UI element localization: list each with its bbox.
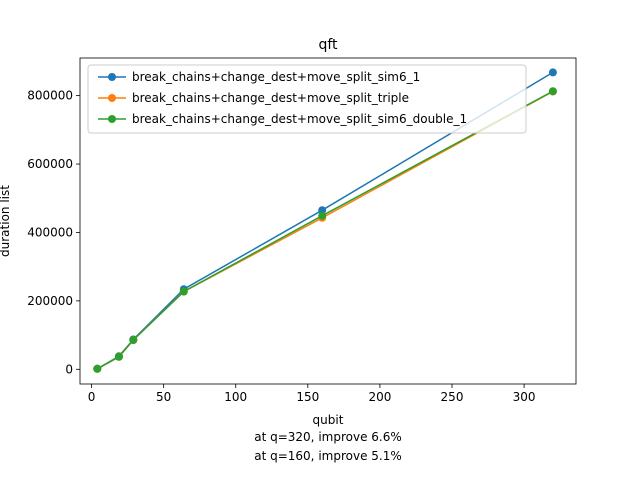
x-axis-label: qubit [313,413,344,427]
annotation-q160: at q=160, improve 5.1% [254,449,402,463]
axes: 0 50 100 150 200 250 300 0 200000 400000 600000 800… [27,57,577,404]
legend-label: break_chains+change_dest+move_split_sim6… [132,112,467,126]
legend: break_chains+change_dest+move_split_sim6… [87,64,527,134]
legend-marker [108,115,116,123]
annotation-q320: at q=320, improve 6.6% [254,430,402,444]
plot-area [93,68,557,373]
x-tick-label: 100 [224,390,247,404]
x-tick-label: 0 [88,390,96,404]
y-tick-label: 400000 [27,225,73,239]
chart-title: qft [318,37,338,53]
legend-label: break_chains+change_dest+move_split_trip… [132,91,409,105]
y-tick-label: 0 [65,362,73,376]
y-tick-label: 200000 [27,294,73,308]
x-tick-label: 50 [156,390,171,404]
data-point-series-1 [318,206,327,215]
data-point-series-3 [114,352,123,361]
data-point-series-3 [318,211,327,220]
x-tick-label: 200 [368,390,391,404]
data-point-series-3 [129,336,138,344]
axes-frame [79,57,577,385]
data-point-series-3 [179,287,188,296]
legend-marker [108,94,116,102]
data-point-series-3 [93,364,102,373]
x-tick-label: 300 [513,390,536,404]
series-line-3 [96,90,554,370]
legend-marker [108,73,116,81]
y-tick-label: 600000 [27,157,73,171]
data-point-series-3 [548,87,557,96]
x-tick-label: 250 [441,390,464,404]
y-tick-label: 800000 [27,89,73,103]
legend-label: break_chains+change_dest+move_split_sim6… [132,70,420,84]
data-point-series-1 [548,68,557,77]
x-tick-label: 150 [296,390,319,404]
legend-box [87,64,527,134]
y-axis-label: duration list [0,185,12,257]
